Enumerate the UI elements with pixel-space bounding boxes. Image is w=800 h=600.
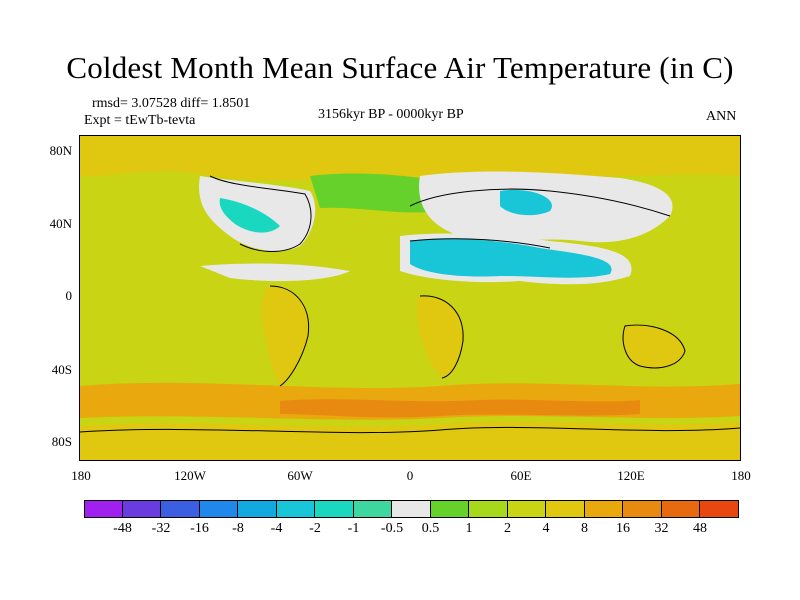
- lat-tick-label: 0: [65, 288, 73, 303]
- lon-tick-label: 60E: [510, 468, 532, 483]
- colorbar-swatch: [122, 500, 161, 518]
- colorbar-swatch: [584, 500, 623, 518]
- lon-tick-label: 180: [731, 468, 751, 483]
- colorbar-tick-label: -16: [190, 521, 209, 536]
- arctic-warm-region: [80, 136, 740, 181]
- colorbar-tick-label: -32: [151, 521, 171, 536]
- colorbar-swatch: [546, 500, 585, 518]
- colorbar-swatch: [161, 500, 200, 518]
- colorbar-swatch: [507, 500, 546, 518]
- colorbar-tick-label: 2: [504, 521, 511, 536]
- colorbar-tick-label: -8: [232, 521, 244, 536]
- south-america-land: [261, 286, 309, 386]
- antarctica-warm: [80, 421, 740, 460]
- season-label: ANN: [706, 109, 737, 124]
- colorbar-swatch: [199, 500, 238, 518]
- pacific-neutral: [200, 263, 350, 282]
- lon-tick-label: 0: [406, 468, 414, 483]
- colorbar-swatch: [469, 500, 508, 518]
- lon-tick-label: 60W: [287, 468, 313, 483]
- map-svg: [80, 136, 740, 460]
- sahara-cool: [410, 238, 612, 278]
- colorbar-tick-label: 0.5: [421, 521, 440, 536]
- colorbar-swatch: [661, 500, 700, 518]
- colorbar-tick-label: -4: [270, 521, 283, 536]
- colorbar-tick-label: 48: [693, 521, 707, 536]
- colorbar-tick-label: 8: [581, 521, 588, 536]
- southern-ocean-hot: [280, 399, 640, 418]
- colorbar-swatch: [238, 500, 277, 518]
- lat-tick-label: 40N: [49, 216, 72, 231]
- colorbar-swatch: [430, 500, 469, 518]
- colorbar-tick-label: 32: [654, 521, 669, 536]
- lat-tick-label: 80N: [49, 143, 72, 158]
- colorbar-swatch: [353, 500, 392, 518]
- colorbar-swatch: [84, 500, 123, 518]
- colorbar-swatch: [315, 500, 354, 518]
- africa-land: [416, 295, 464, 378]
- colorbar-swatch: [392, 500, 431, 518]
- temperature-map: [79, 135, 741, 461]
- colorbar-tick-label: -0.5: [380, 521, 404, 536]
- colorbar-swatch: [623, 500, 662, 518]
- coastlines: [80, 175, 740, 434]
- lon-tick-label: 180: [71, 468, 91, 483]
- colorbar-swatch: [276, 500, 315, 518]
- rmsd-diff-label: rmsd= 3.07528 diff= 1.8501: [92, 96, 251, 111]
- colorbar-tick-label: 4: [542, 521, 550, 536]
- colorbar: [84, 500, 739, 518]
- colorbar-swatch: [700, 500, 739, 518]
- lat-tick-label: 80S: [51, 434, 72, 449]
- plot-title: Coldest Month Mean Surface Air Temperatu…: [66, 50, 734, 85]
- colorbar-tick-label: -48: [113, 521, 132, 536]
- colorbar-tick-label: -2: [309, 521, 321, 536]
- colorbar-tick-label: 1: [465, 521, 473, 536]
- period-label: 3156kyr BP - 0000kyr BP: [318, 107, 464, 122]
- lon-tick-label: 120E: [617, 468, 645, 483]
- lon-tick-label: 120W: [174, 468, 206, 483]
- colorbar-tick-label: -1: [347, 521, 360, 536]
- north-atlantic-green: [310, 173, 440, 213]
- siberia-cool: [500, 189, 552, 216]
- lat-tick-label: 40S: [51, 362, 72, 377]
- colorbar-tick-label: 16: [616, 521, 630, 536]
- north-america-cool: [219, 198, 280, 233]
- experiment-label: Expt = tEwTb-tevta: [84, 113, 196, 128]
- australia-land: [623, 325, 685, 368]
